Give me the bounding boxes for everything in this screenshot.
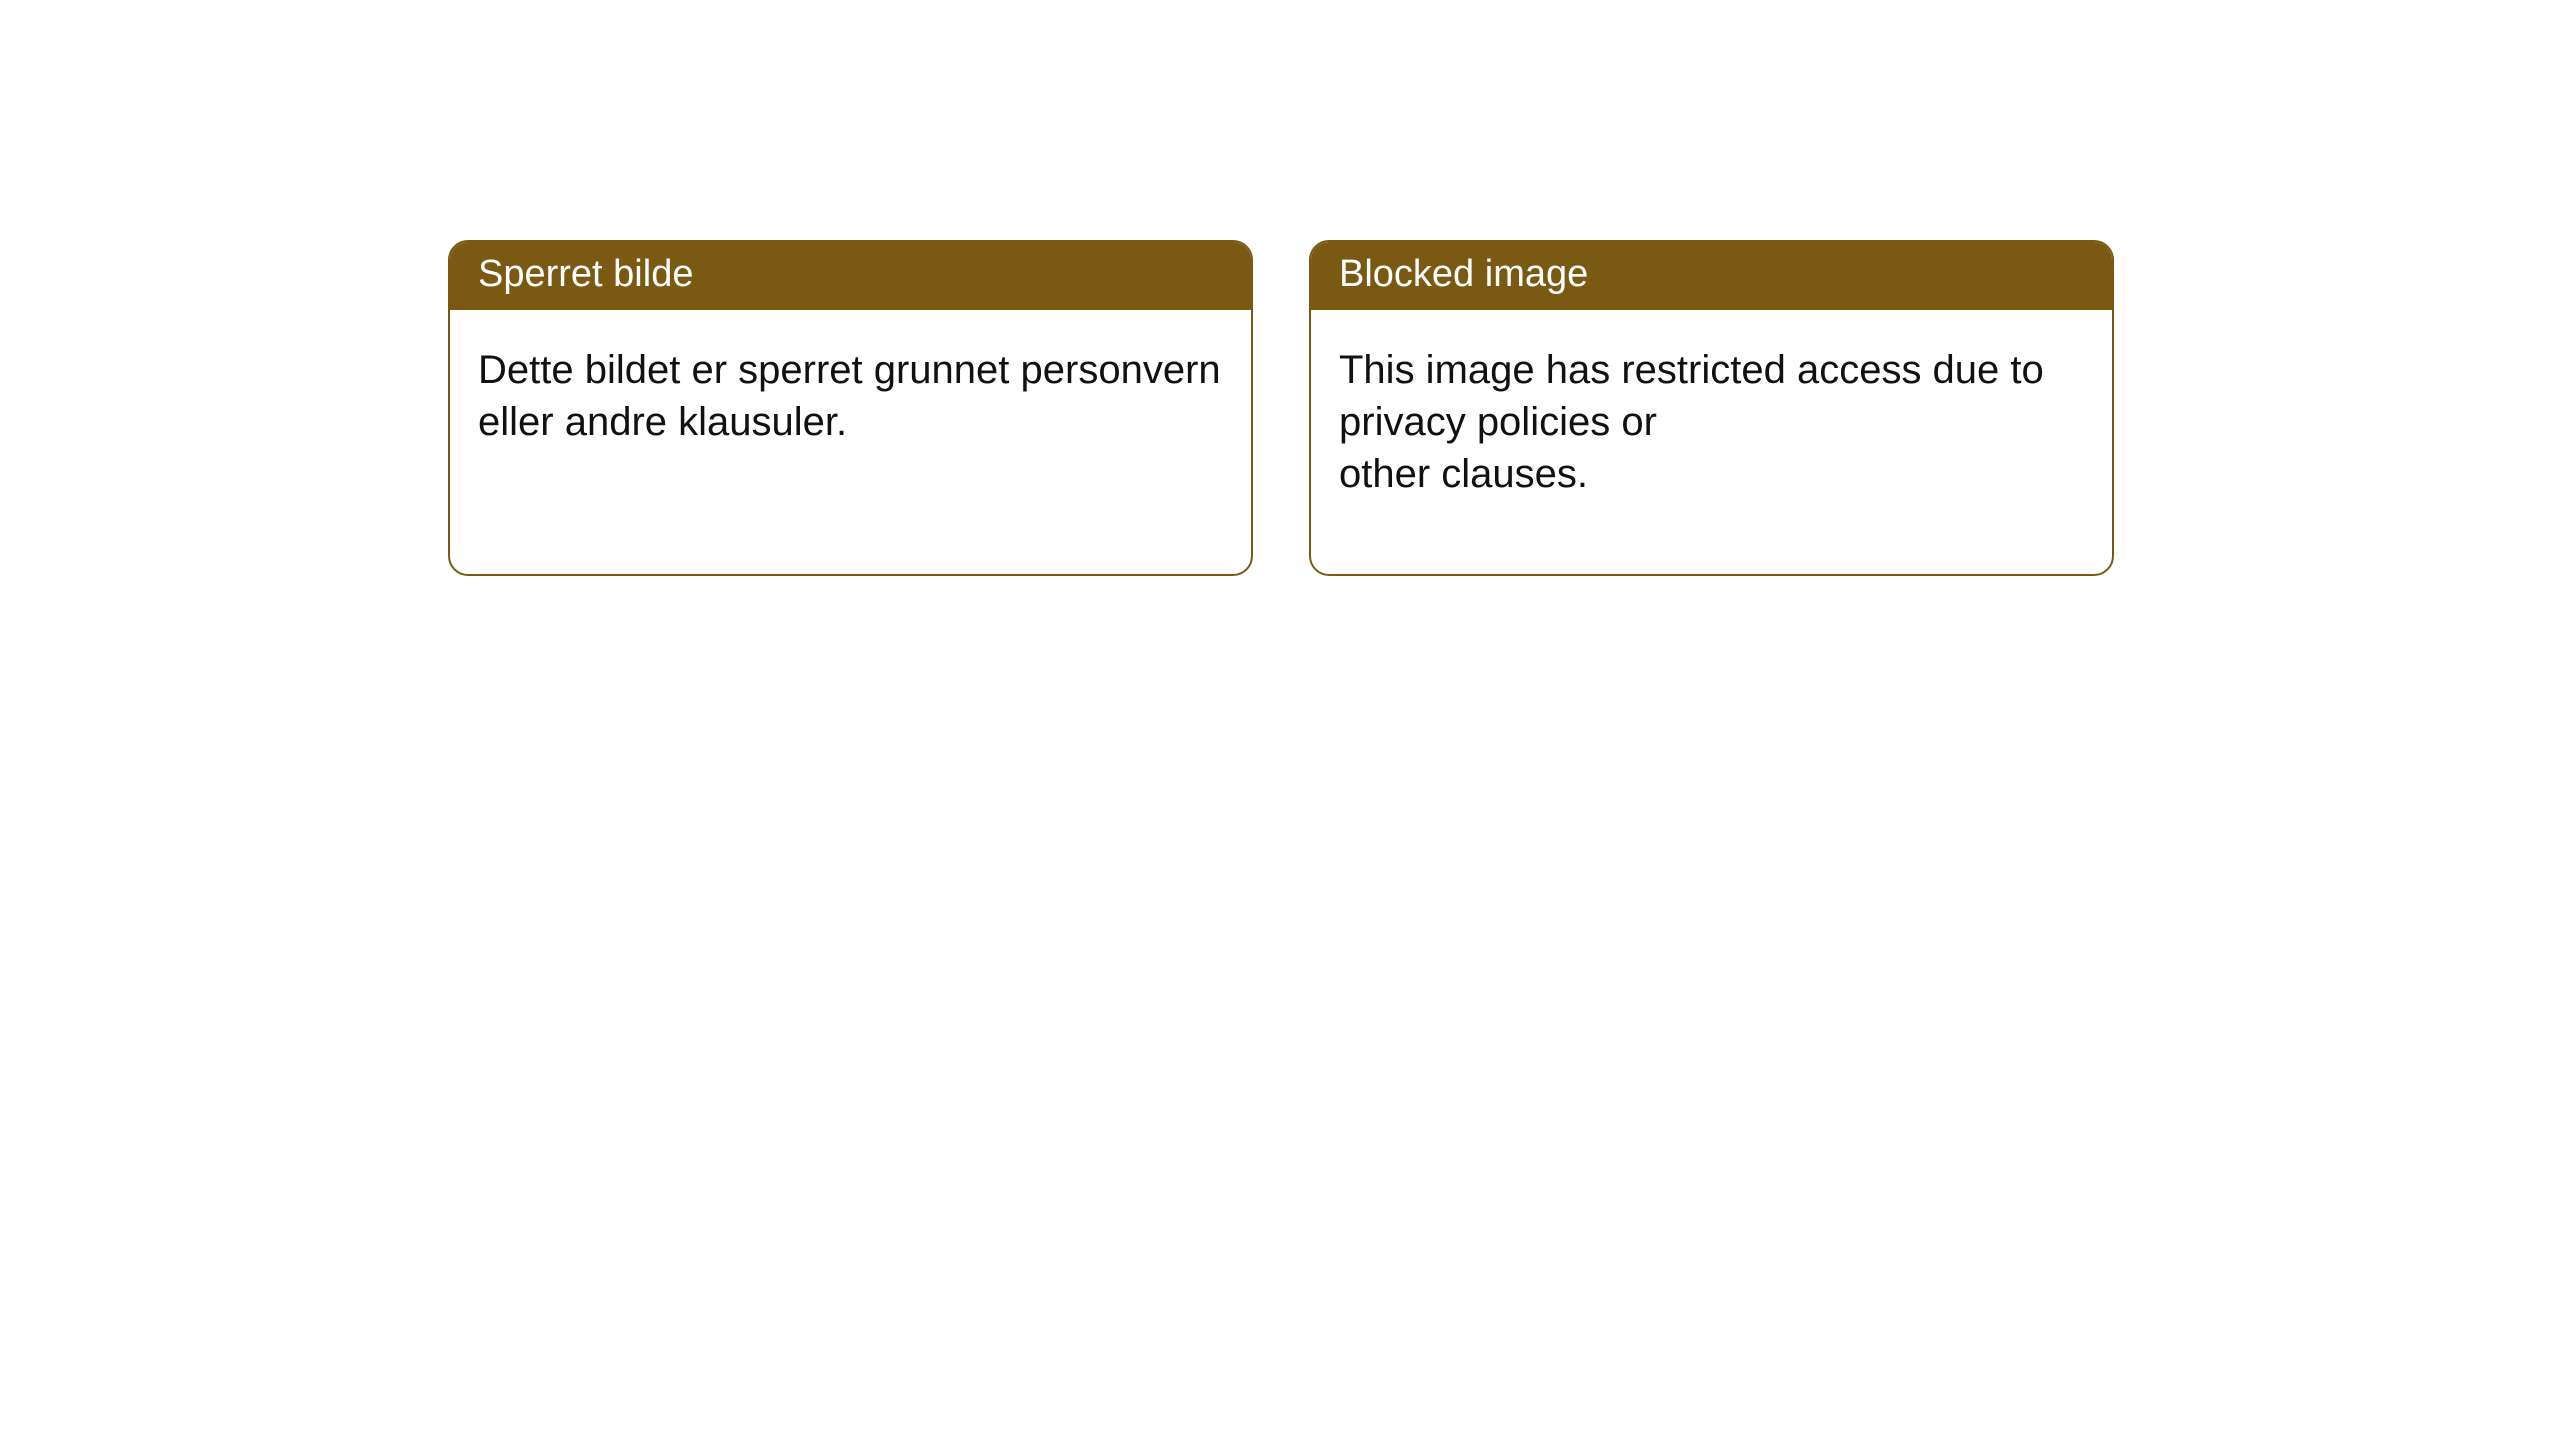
notice-card-en: Blocked image This image has restricted … — [1309, 240, 2114, 576]
notice-card-no: Sperret bilde Dette bildet er sperret gr… — [448, 240, 1253, 576]
notice-title-no: Sperret bilde — [450, 242, 1251, 310]
notice-body-no: Dette bildet er sperret grunnet personve… — [450, 310, 1251, 482]
notice-body-en: This image has restricted access due to … — [1311, 310, 2112, 534]
notice-container: Sperret bilde Dette bildet er sperret gr… — [0, 0, 2560, 576]
notice-title-en: Blocked image — [1311, 242, 2112, 310]
